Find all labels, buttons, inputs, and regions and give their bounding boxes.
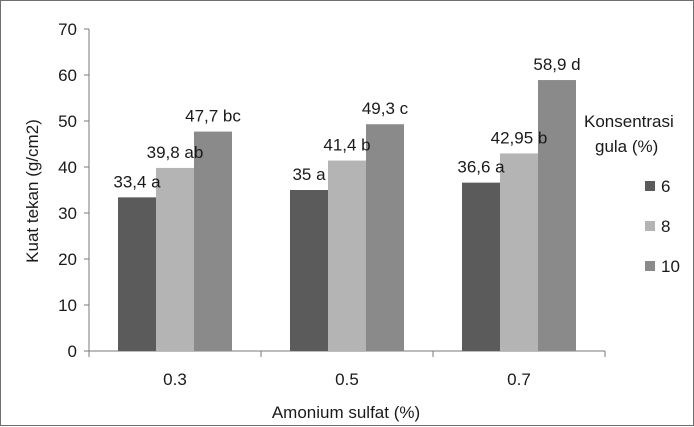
y-tick-label: 60 <box>58 66 77 85</box>
y-axis: 0 10 20 30 40 50 60 70 <box>58 20 90 361</box>
bar-8-0.3 <box>156 167 194 351</box>
legend-swatch-6 <box>645 181 655 191</box>
y-tick-label: 20 <box>58 250 77 269</box>
bar-6-0.5 <box>290 190 328 351</box>
data-label: 42,95 b <box>491 128 548 147</box>
data-label: 39,8 ab <box>147 143 204 162</box>
data-label: 41,4 b <box>323 136 370 155</box>
y-tick-label: 30 <box>58 204 77 223</box>
bar-10-0.7 <box>538 80 576 351</box>
data-label: 35 a <box>292 165 326 184</box>
y-tick-label: 10 <box>58 296 77 315</box>
bar-10-0.5 <box>366 124 404 351</box>
legend-entry-8: 8 <box>661 217 670 236</box>
data-label: 33,4 a <box>113 172 161 191</box>
y-tick-label: 0 <box>68 342 77 361</box>
data-label: 49,3 c <box>362 99 409 118</box>
data-labels: 33,4 a 35 a 36,6 a 39,8 ab 41,4 b 42,95 b 47,7… <box>113 55 580 191</box>
legend: Konsentrasi gula (%) 6 8 10 <box>584 112 680 276</box>
x-tick-label: 0.5 <box>335 370 359 389</box>
bars <box>118 80 576 351</box>
bar-6-0.7 <box>462 182 500 351</box>
x-tick-label: 0.3 <box>163 370 187 389</box>
bar-8-0.7 <box>500 153 538 351</box>
x-axis-title: Amonium sulfat (%) <box>272 403 420 422</box>
y-axis-title: Kuat tekan (g/cm2) <box>23 119 42 263</box>
data-label: 47,7 bc <box>185 107 241 126</box>
data-label: 58,9 d <box>533 55 580 74</box>
y-tick-label: 40 <box>58 158 77 177</box>
legend-swatch-10 <box>645 261 655 271</box>
x-axis: 0.3 0.5 0.7 <box>88 350 606 389</box>
y-tick-label: 50 <box>58 112 77 131</box>
legend-entry-10: 10 <box>661 257 680 276</box>
x-tick-label: 0.7 <box>507 370 531 389</box>
legend-title-line-1: Konsentrasi <box>584 112 674 131</box>
legend-swatch-8 <box>645 221 655 231</box>
legend-entry-6: 6 <box>661 177 670 196</box>
bar-6-0.3 <box>118 197 156 351</box>
y-tick-label: 70 <box>58 20 77 39</box>
bar-8-0.5 <box>328 160 366 351</box>
legend-title-line-2: gula (%) <box>595 137 658 156</box>
bar-10-0.3 <box>194 131 232 351</box>
data-label: 36,6 a <box>457 158 505 177</box>
